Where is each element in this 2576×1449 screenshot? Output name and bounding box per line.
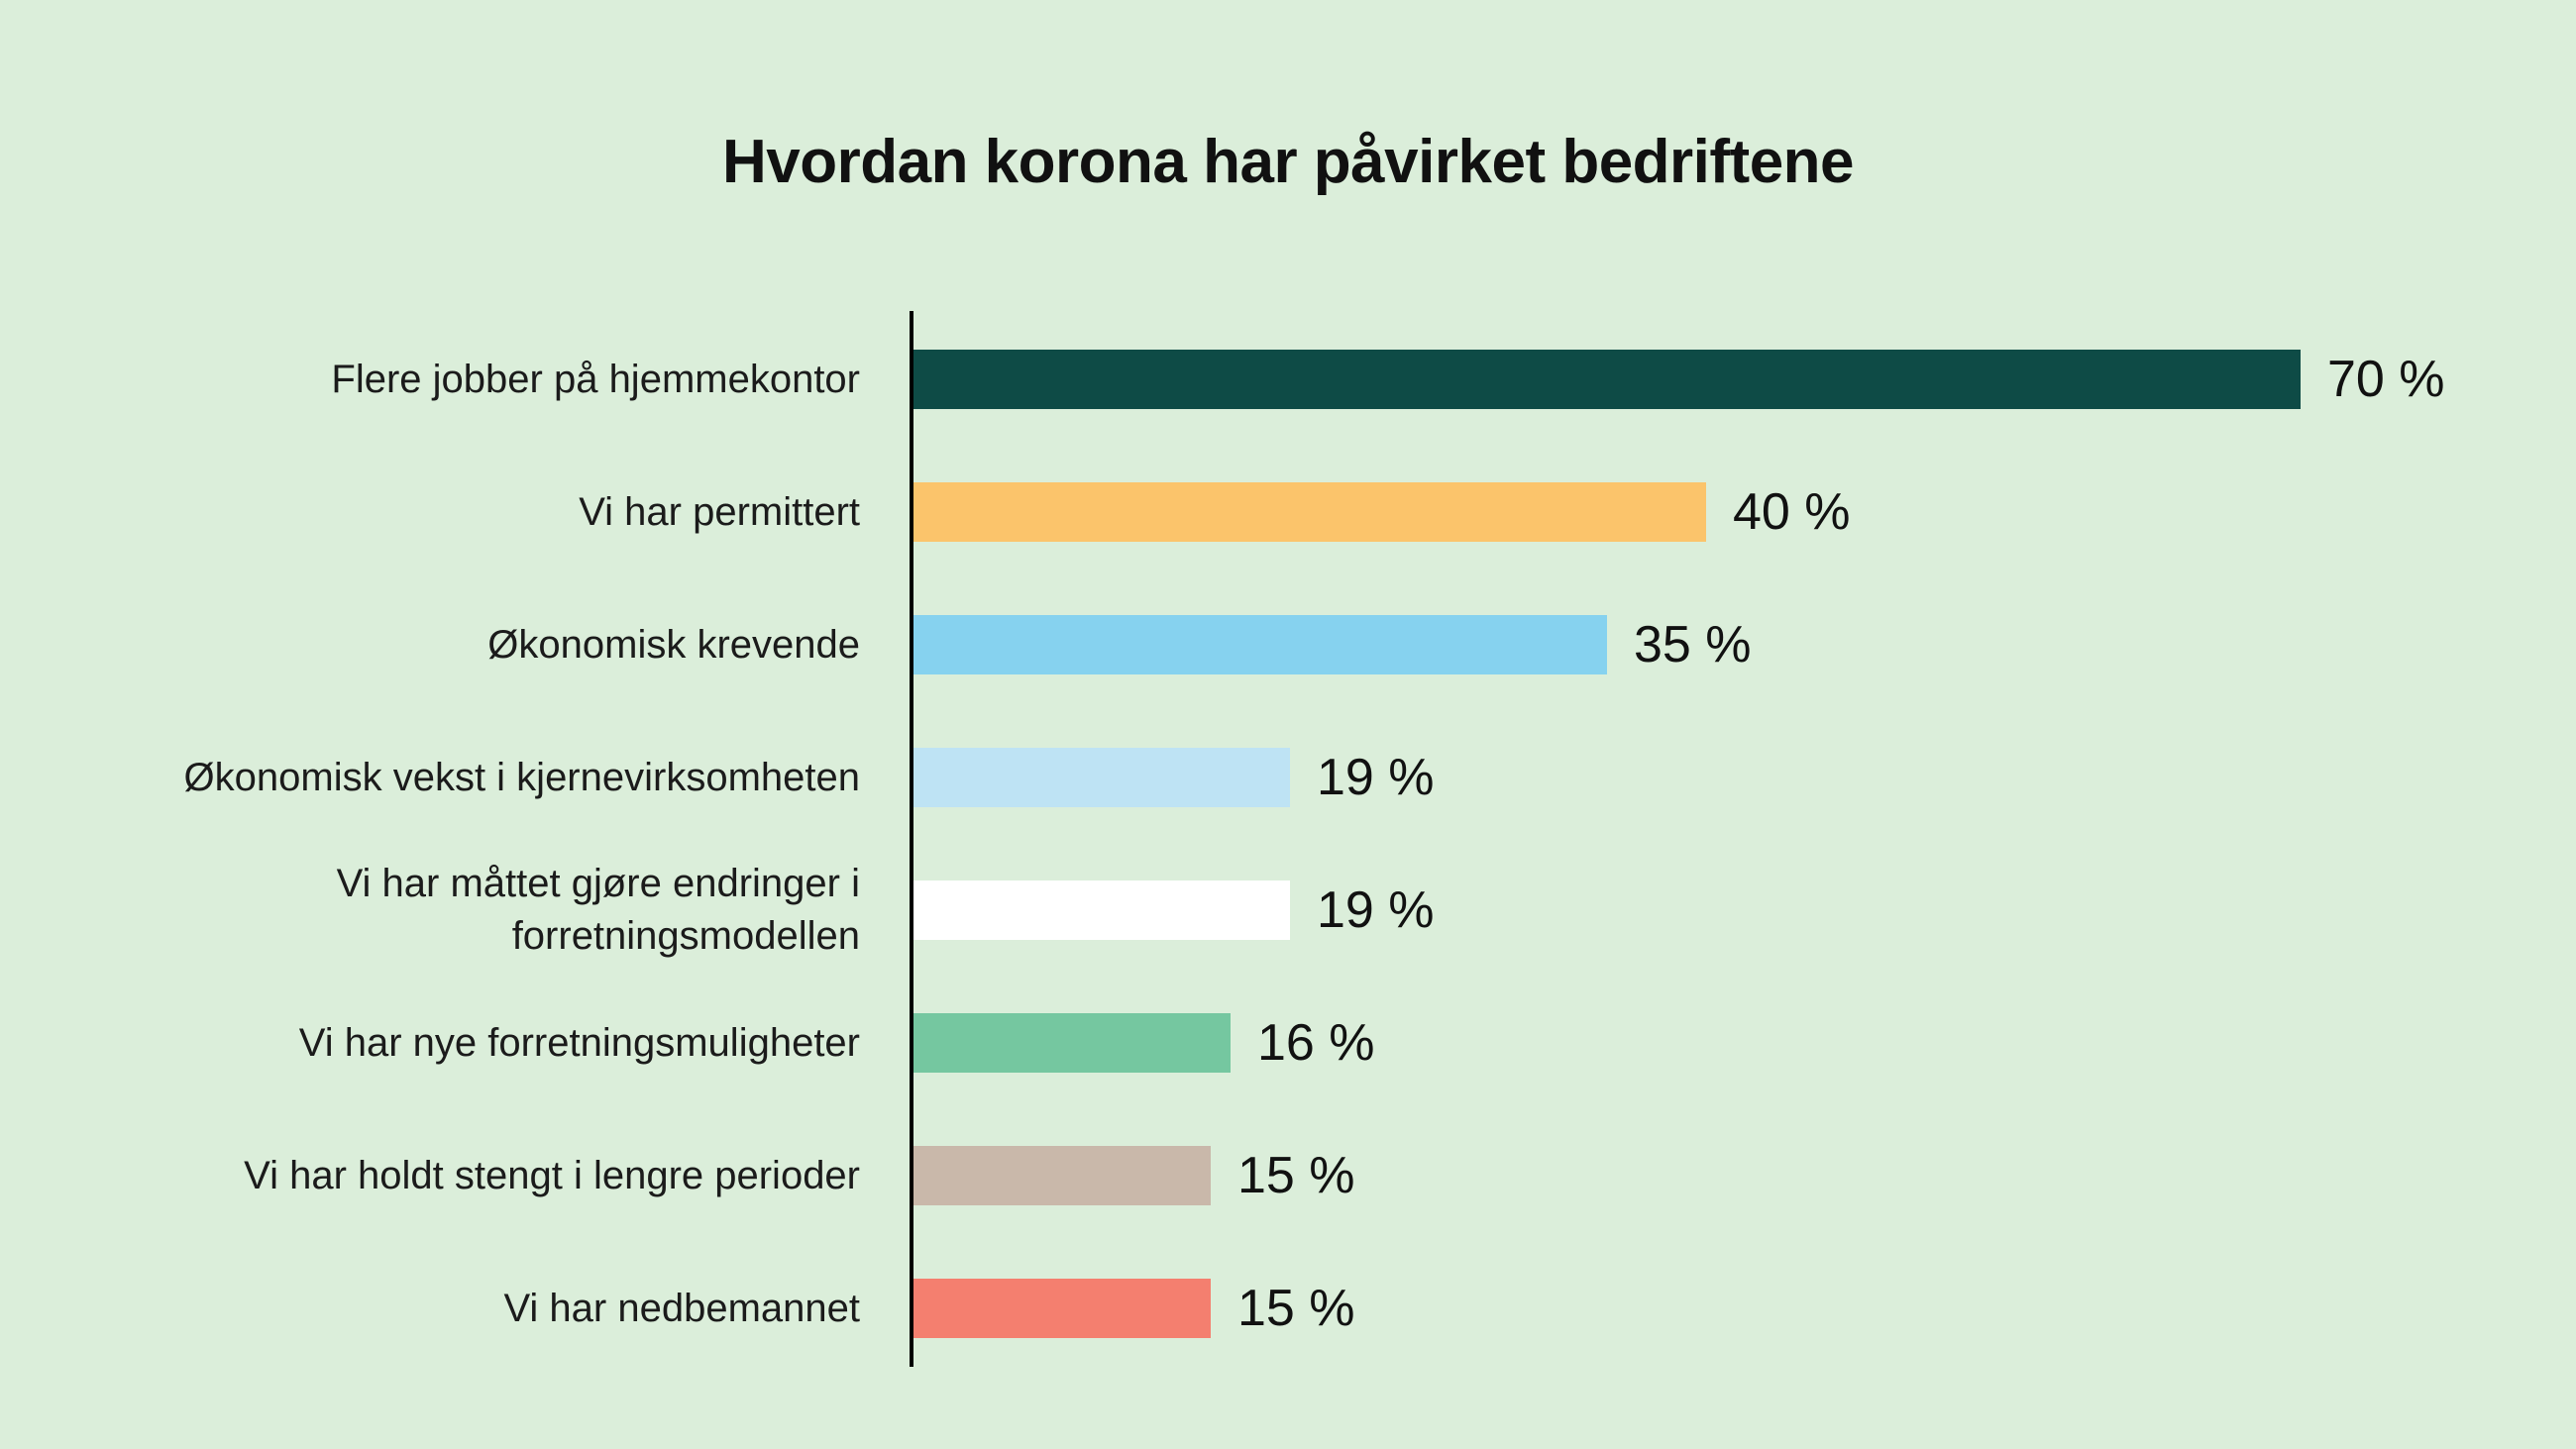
category-label: Vi har nye forretningsmuligheter [298, 1020, 860, 1065]
chart-row: Vi har holdt stengt i lengre perioder 15 … [0, 1109, 2576, 1242]
bar-3 [913, 748, 1290, 807]
bar-0 [913, 350, 2301, 409]
value-label: 15 % [1237, 1280, 1355, 1337]
bars-area: Flere jobber på hjemmekontor 70 % Vi har p… [0, 313, 2576, 1375]
bar-6 [913, 1146, 1211, 1205]
bar-4 [913, 880, 1290, 940]
bar-2 [913, 615, 1607, 674]
category-label: Økonomisk krevende [487, 622, 860, 667]
value-label: 19 % [1317, 749, 1435, 806]
chart-row: Vi har nedbemannet 15 % [0, 1242, 2576, 1375]
category-label: Flere jobber på hjemmekontor [331, 357, 860, 401]
bar-7 [913, 1279, 1211, 1338]
chart-row: Økonomisk vekst i kjernevirksomheten 19 % [0, 711, 2576, 844]
chart-row: Vi har permittert 40 % [0, 446, 2576, 578]
value-label: 40 % [1733, 483, 1851, 541]
bar-5 [913, 1013, 1231, 1073]
chart-row: Vi har nye forretningsmuligheter 16 % [0, 977, 2576, 1109]
value-label: 15 % [1237, 1147, 1355, 1204]
category-label: Vi har holdt stengt i lengre perioder [244, 1153, 860, 1197]
chart-row: Flere jobber på hjemmekontor 70 % [0, 313, 2576, 446]
category-label: Vi har nedbemannet [503, 1286, 860, 1330]
chart-title: Hvordan korona har påvirket bedriftene [721, 128, 1855, 196]
value-label: 16 % [1257, 1014, 1375, 1072]
category-label: Vi har permittert [579, 489, 860, 534]
value-label: 35 % [1634, 616, 1752, 673]
value-label: 19 % [1317, 881, 1435, 939]
value-label: 70 % [2327, 351, 2445, 408]
bar-1 [913, 482, 1706, 542]
chart-row: Økonomisk krevende 35 % [0, 578, 2576, 711]
category-label: Vi har måttet gjøre endringer i forretni… [336, 862, 860, 958]
category-label: Økonomisk vekst i kjernevirksomheten [183, 755, 860, 799]
y-axis-line [910, 311, 913, 1367]
chart-row: Vi har måttet gjøre endringer i forretni… [0, 844, 2576, 977]
